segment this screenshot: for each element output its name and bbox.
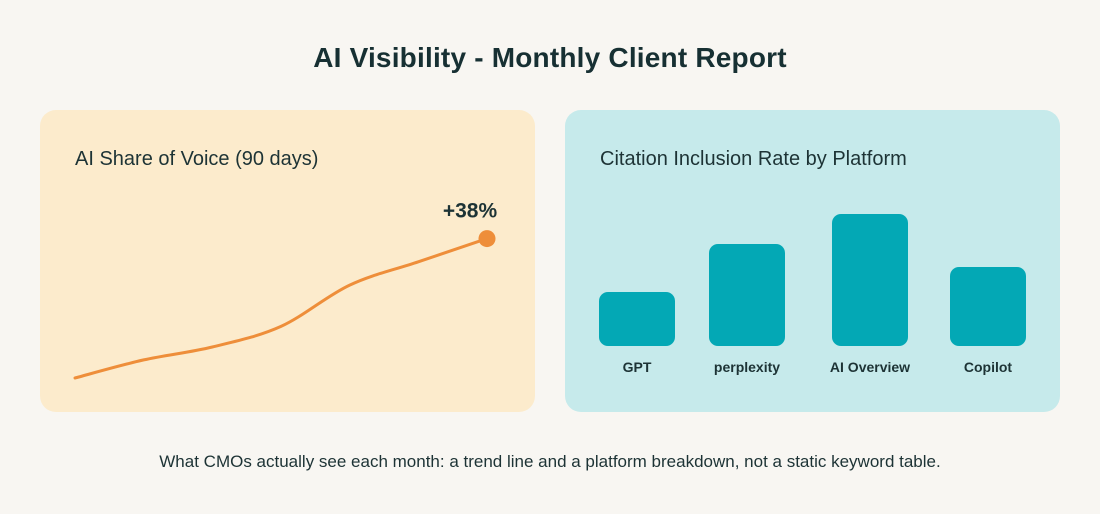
citation-rate-chart: GPT perplexity AI Overview Copilot [599, 214, 1026, 375]
bar-perplexity [709, 244, 785, 346]
series-line [73, 237, 489, 380]
bar-gpt [599, 292, 675, 346]
category-label: Copilot [964, 359, 1013, 375]
category-label: perplexity [714, 359, 780, 375]
category-label: AI Overview [830, 359, 910, 375]
share-of-voice-card: +38% AI Share of Voice (90 days) [40, 110, 535, 412]
endpoint-marker [478, 230, 496, 248]
citation-rate-card: GPT perplexity AI Overview Copilot Citation… [565, 110, 1060, 412]
chart-title: AI Share of Voice (90 days) [75, 148, 319, 170]
growth-label: +38% [443, 200, 498, 223]
share-of-voice-chart: +38% [73, 200, 498, 380]
bar-copilot [950, 267, 1026, 346]
category-label: GPT [623, 359, 652, 375]
page-title: AI Visibility - Monthly Client Report [313, 42, 787, 73]
chart-title: Citation Inclusion Rate by Platform [600, 148, 907, 170]
caption: What CMOs actually see each month: a tre… [159, 452, 941, 471]
bar-ai-overview [832, 214, 908, 346]
